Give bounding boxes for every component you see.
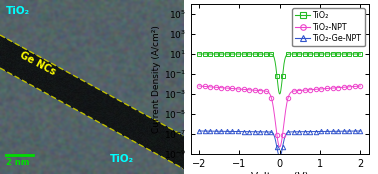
Y-axis label: Current Density (A/cm²): Current Density (A/cm²) bbox=[152, 25, 161, 133]
X-axis label: Voltage (V): Voltage (V) bbox=[251, 172, 308, 174]
Text: Ge NCs: Ge NCs bbox=[18, 50, 57, 77]
Legend: TiO₂, TiO₂-NPT, TiO₂-Ge-NPT: TiO₂, TiO₂-NPT, TiO₂-Ge-NPT bbox=[292, 8, 364, 46]
Text: TiO₂: TiO₂ bbox=[110, 154, 134, 164]
Text: 2 nm: 2 nm bbox=[6, 158, 29, 167]
Text: TiO₂: TiO₂ bbox=[6, 6, 30, 16]
